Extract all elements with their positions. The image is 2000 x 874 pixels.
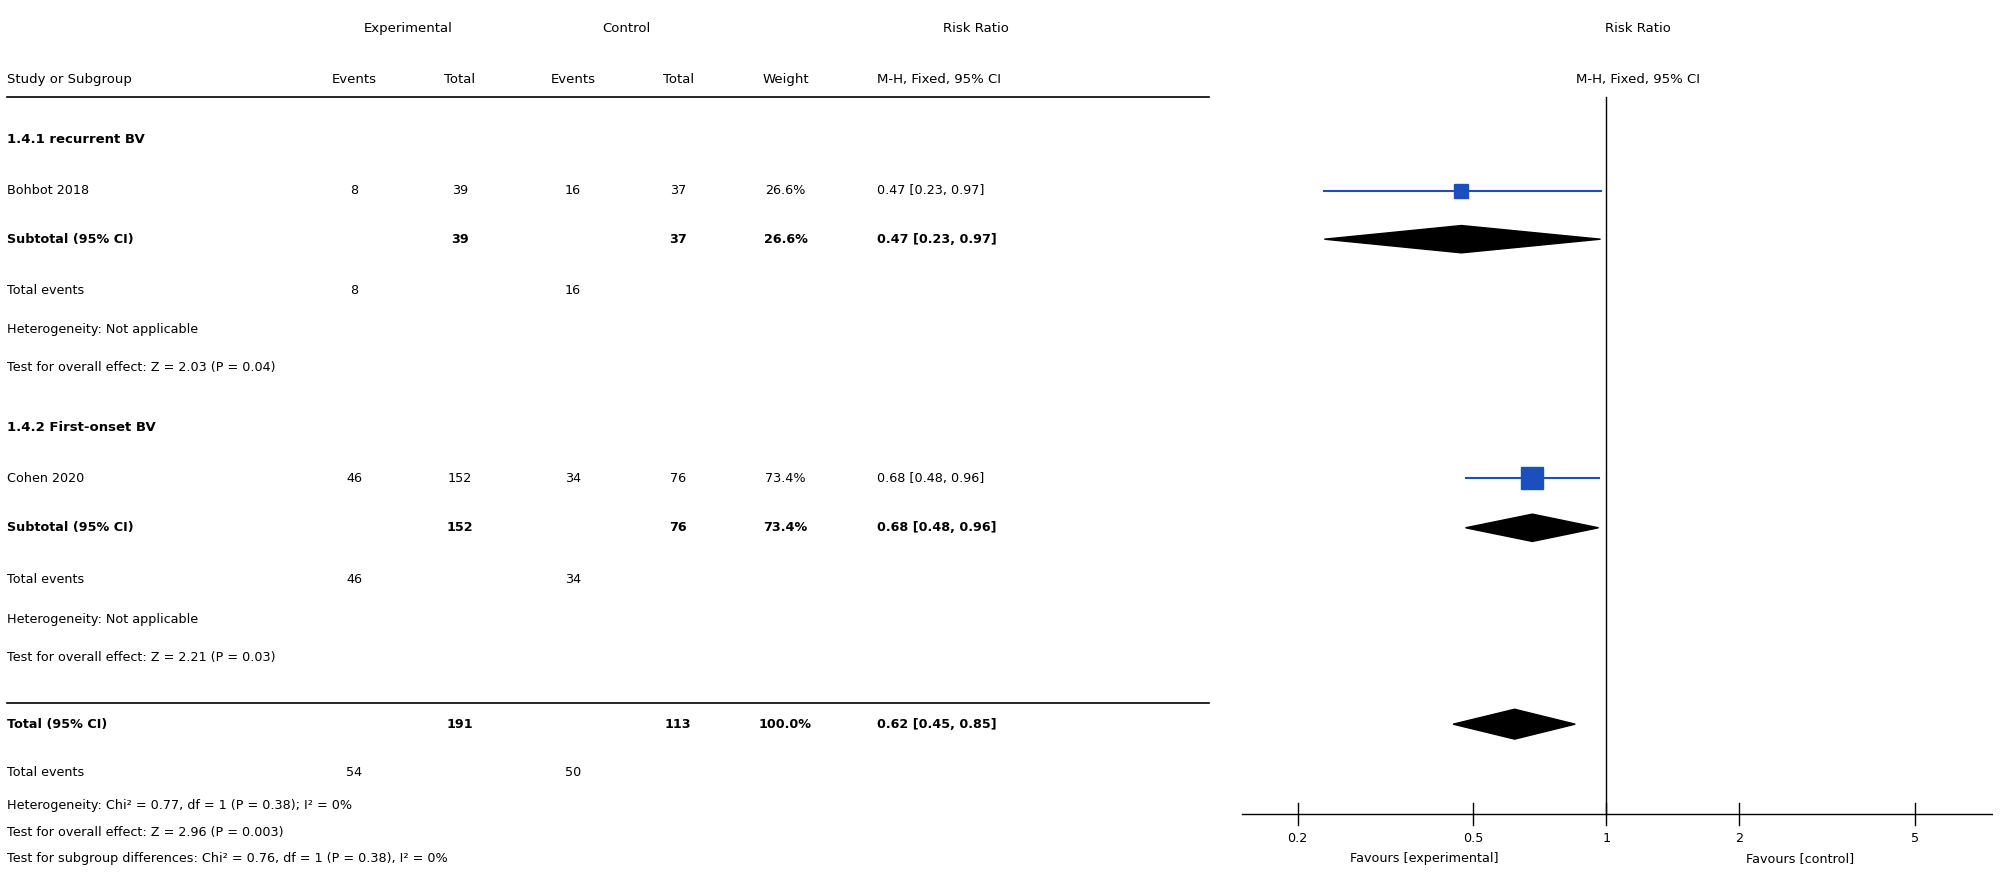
Text: Subtotal (95% CI): Subtotal (95% CI): [6, 521, 134, 534]
Text: Total events: Total events: [6, 766, 84, 780]
Text: Risk Ratio: Risk Ratio: [944, 22, 1010, 35]
Text: Heterogeneity: Not applicable: Heterogeneity: Not applicable: [6, 323, 198, 336]
Text: 37: 37: [670, 232, 688, 246]
Text: 46: 46: [346, 572, 362, 586]
Text: 191: 191: [446, 718, 474, 731]
Text: 2: 2: [1736, 832, 1744, 845]
Text: 113: 113: [664, 718, 692, 731]
Text: Bohbot 2018: Bohbot 2018: [6, 184, 90, 197]
Text: 1.4.1 recurrent BV: 1.4.1 recurrent BV: [6, 133, 144, 146]
Text: Total (95% CI): Total (95% CI): [6, 718, 108, 731]
Text: 26.6%: 26.6%: [764, 232, 808, 246]
Text: 34: 34: [564, 572, 582, 586]
Text: Study or Subgroup: Study or Subgroup: [6, 73, 132, 86]
Text: 0.62 [0.45, 0.85]: 0.62 [0.45, 0.85]: [876, 718, 996, 731]
Text: 16: 16: [564, 184, 582, 197]
Text: Total: Total: [662, 73, 694, 86]
Text: 8: 8: [350, 284, 358, 297]
Text: 0.2: 0.2: [1288, 832, 1308, 845]
Text: 1: 1: [1602, 832, 1610, 845]
Text: Test for overall effect: Z = 2.03 (P = 0.04): Test for overall effect: Z = 2.03 (P = 0…: [6, 361, 276, 374]
Text: 39: 39: [450, 232, 468, 246]
Text: Test for overall effect: Z = 2.21 (P = 0.03): Test for overall effect: Z = 2.21 (P = 0…: [6, 651, 276, 664]
Text: 73.4%: 73.4%: [764, 521, 808, 534]
Text: Favours [experimental]: Favours [experimental]: [1350, 852, 1498, 865]
Text: Test for overall effect: Z = 2.96 (P = 0.003): Test for overall effect: Z = 2.96 (P = 0…: [6, 826, 284, 839]
Text: Events: Events: [332, 73, 378, 86]
Text: M-H, Fixed, 95% CI: M-H, Fixed, 95% CI: [876, 73, 1000, 86]
Text: Cohen 2020: Cohen 2020: [6, 472, 84, 485]
Text: Subtotal (95% CI): Subtotal (95% CI): [6, 232, 134, 246]
Text: 16: 16: [564, 284, 582, 297]
Text: 76: 76: [670, 472, 686, 485]
Text: 0.5: 0.5: [1464, 832, 1484, 845]
Text: Events: Events: [550, 73, 596, 86]
Text: Total: Total: [444, 73, 476, 86]
Text: 5: 5: [1912, 832, 1920, 845]
Text: 152: 152: [446, 521, 474, 534]
Text: Weight: Weight: [762, 73, 808, 86]
Polygon shape: [1324, 225, 1600, 253]
Text: 0.47 [0.23, 0.97]: 0.47 [0.23, 0.97]: [876, 232, 996, 246]
Text: 34: 34: [564, 472, 582, 485]
Text: 50: 50: [564, 766, 582, 780]
Text: Control: Control: [602, 22, 650, 35]
Text: 0.68 [0.48, 0.96]: 0.68 [0.48, 0.96]: [876, 521, 996, 534]
Text: 46: 46: [346, 472, 362, 485]
Text: 0.68 [0.48, 0.96]: 0.68 [0.48, 0.96]: [876, 472, 984, 485]
Text: Heterogeneity: Not applicable: Heterogeneity: Not applicable: [6, 613, 198, 626]
Text: 26.6%: 26.6%: [766, 184, 806, 197]
Text: Heterogeneity: Chi² = 0.77, df = 1 (P = 0.38); I² = 0%: Heterogeneity: Chi² = 0.77, df = 1 (P = …: [6, 799, 352, 812]
Text: Total events: Total events: [6, 572, 84, 586]
Text: 76: 76: [670, 521, 688, 534]
Text: Experimental: Experimental: [364, 22, 452, 35]
Text: 73.4%: 73.4%: [766, 472, 806, 485]
Text: M-H, Fixed, 95% CI: M-H, Fixed, 95% CI: [1576, 73, 1700, 86]
Text: 54: 54: [346, 766, 362, 780]
Polygon shape: [1466, 514, 1598, 542]
Text: 1.4.2 First-onset BV: 1.4.2 First-onset BV: [6, 420, 156, 434]
Text: 37: 37: [670, 184, 686, 197]
Text: 39: 39: [452, 184, 468, 197]
Polygon shape: [1454, 709, 1576, 739]
Text: 100.0%: 100.0%: [760, 718, 812, 731]
Text: 152: 152: [448, 472, 472, 485]
Text: Risk Ratio: Risk Ratio: [1604, 22, 1670, 35]
Text: 0.47 [0.23, 0.97]: 0.47 [0.23, 0.97]: [876, 184, 984, 197]
Text: Total events: Total events: [6, 284, 84, 297]
Text: Test for subgroup differences: Chi² = 0.76, df = 1 (P = 0.38), I² = 0%: Test for subgroup differences: Chi² = 0.…: [6, 852, 448, 864]
Text: Favours [control]: Favours [control]: [1746, 852, 1854, 865]
Text: 8: 8: [350, 184, 358, 197]
